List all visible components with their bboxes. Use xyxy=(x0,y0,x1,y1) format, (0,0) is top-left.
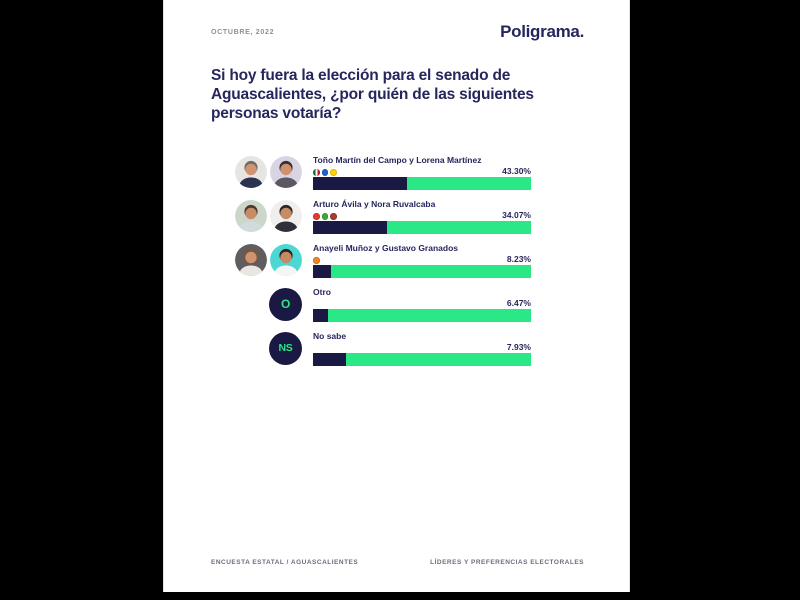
infographic-page: OCTUBRE, 2022 Poligrama. Si hoy fuera la… xyxy=(163,0,630,592)
poll-row: Toño Martín del Campo y Lorena Martínez … xyxy=(211,155,584,190)
percentage-label: 7.93% xyxy=(506,341,531,352)
bar-fill xyxy=(313,220,388,234)
candidate-name: Toño Martín del Campo y Lorena Martínez xyxy=(313,154,482,165)
poll-row: O Otro 6.47% xyxy=(211,287,584,322)
bar-fill xyxy=(313,352,346,366)
bar-track xyxy=(313,308,531,322)
header: OCTUBRE, 2022 Poligrama. xyxy=(211,22,584,42)
pri-party-icon xyxy=(313,169,320,176)
candidate-photo-icon xyxy=(235,156,267,189)
bar-track xyxy=(313,264,531,278)
candidate-avatars: O xyxy=(211,287,313,322)
bar-fill xyxy=(313,264,331,278)
bar-track xyxy=(313,176,531,190)
candidate-photo-icon xyxy=(235,244,267,277)
page-title: Si hoy fuera la elección para el senado … xyxy=(211,67,534,122)
bar-track xyxy=(313,220,531,234)
candidate-photo-icon xyxy=(270,156,302,189)
party-logos xyxy=(313,169,337,176)
candidate-name: Anayeli Muñoz y Gustavo Granados xyxy=(313,242,459,253)
footer-right-label: LÍDERES Y PREFERENCIAS ELECTORALES xyxy=(430,559,584,566)
otro-badge-icon: O xyxy=(269,287,302,321)
no-sabe-badge-icon: NS xyxy=(269,331,302,365)
candidate-photo-icon xyxy=(270,200,302,233)
poll-row: Anayeli Muñoz y Gustavo Granados 8.23% xyxy=(211,243,584,278)
bar-fill xyxy=(313,176,408,190)
bar-track xyxy=(313,352,531,366)
candidate-name: No sabe xyxy=(313,330,347,341)
footer-left-label: ENCUESTA ESTATAL / AGUASCALIENTES xyxy=(211,559,359,566)
candidate-avatars xyxy=(211,243,313,278)
party-logos xyxy=(313,213,337,220)
candidate-name: Arturo Ávila y Nora Ruvalcaba xyxy=(313,198,436,209)
poll-row: Arturo Ávila y Nora Ruvalcaba 34.07% xyxy=(211,199,584,234)
percentage-label: 6.47% xyxy=(506,297,531,308)
prd-party-icon xyxy=(330,169,337,176)
pvem-party-icon xyxy=(321,213,328,220)
date-label: OCTUBRE, 2022 xyxy=(211,28,275,36)
party-logos xyxy=(313,257,320,264)
percentage-label: 8.23% xyxy=(506,253,531,264)
mc-party-icon xyxy=(313,257,320,264)
candidate-photo-icon xyxy=(270,244,302,277)
poll-row: NS No sabe 7.93% xyxy=(211,331,584,366)
percentage-label: 34.07% xyxy=(502,209,531,220)
percentage-label: 43.30% xyxy=(502,165,531,176)
poll-bar-chart: Toño Martín del Campo y Lorena Martínez … xyxy=(211,155,584,366)
candidate-name: Otro xyxy=(313,286,331,297)
candidate-avatars: NS xyxy=(211,331,313,366)
candidate-photo-icon xyxy=(235,200,267,233)
morena-party-icon xyxy=(330,213,337,220)
footer: ENCUESTA ESTATAL / AGUASCALIENTES LÍDERE… xyxy=(164,559,629,566)
bar-fill xyxy=(313,308,329,322)
pt-party-icon xyxy=(313,213,320,220)
candidate-avatars xyxy=(211,199,313,234)
pan-party-icon xyxy=(321,169,328,176)
candidate-avatars xyxy=(211,155,313,190)
poligrama-logo: Poligrama. xyxy=(500,22,584,41)
